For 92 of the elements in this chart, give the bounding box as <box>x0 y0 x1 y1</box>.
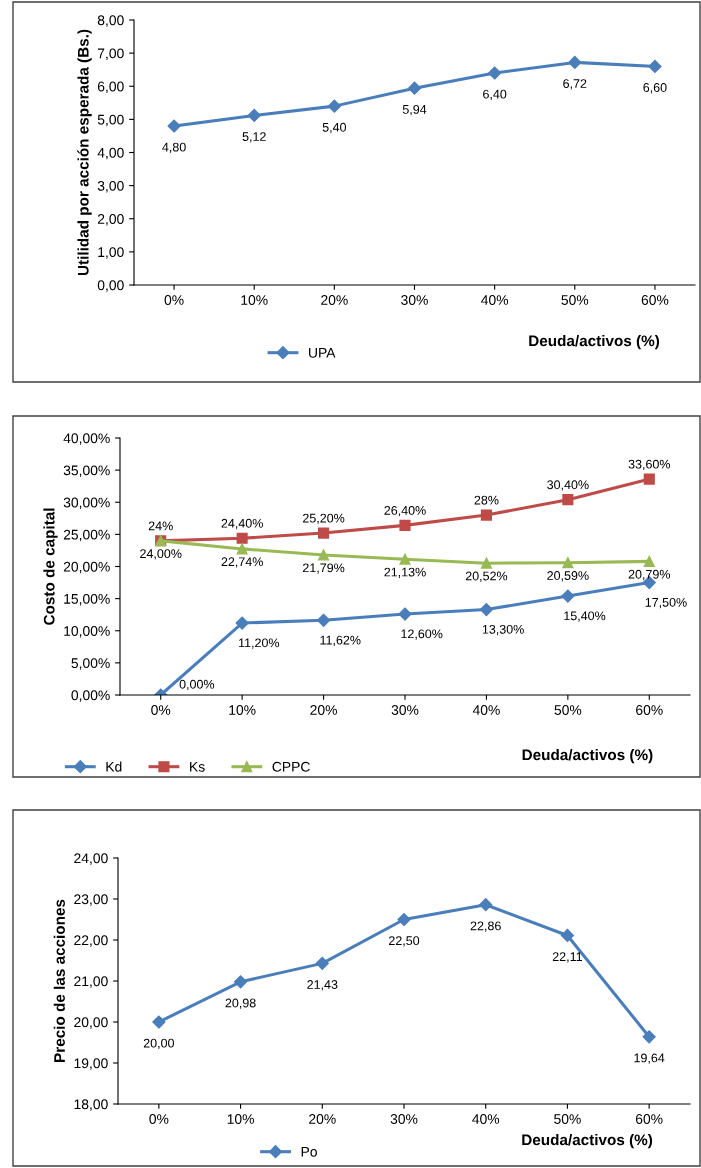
y-tick-label: 8,00 <box>97 15 124 27</box>
data-label: 15,40% <box>564 611 606 622</box>
data-label: 30,40% <box>547 480 589 491</box>
data-label: 26,40% <box>384 505 426 517</box>
x-tick-label: 30% <box>391 705 419 715</box>
y-tick-label: 20,00 <box>74 1017 108 1029</box>
x-tick-label: 60% <box>641 295 669 305</box>
y-tick-label: 24,00 <box>74 853 108 865</box>
data-label: 22,11 <box>552 952 582 963</box>
x-tick-label: 0% <box>164 295 184 305</box>
y-tick-label: 3,00 <box>97 180 124 193</box>
data-label: 28% <box>474 495 499 505</box>
y-tick-label: 40,00% <box>63 433 110 445</box>
x-tick-label: 60% <box>635 1114 663 1124</box>
data-label: 24,00% <box>140 549 182 560</box>
data-label: 20,59% <box>547 571 589 582</box>
y-tick-label: 20,00% <box>63 561 110 574</box>
data-label: 20,79% <box>628 569 671 581</box>
x-tick-label: 0% <box>149 1114 169 1124</box>
x-tick-label: 50% <box>554 705 582 715</box>
data-label: 24% <box>148 521 173 531</box>
data-label: 21,13% <box>384 567 426 578</box>
data-label: 6,72 <box>563 79 587 90</box>
data-label: 25,20% <box>303 513 345 525</box>
x-tick-label: 40% <box>472 1114 500 1124</box>
y-tick-label: 7,00 <box>97 48 124 60</box>
data-label: 5,94 <box>402 104 427 116</box>
x-axis-title: Deuda/activos (%) <box>529 335 660 350</box>
data-label: 12,60% <box>401 629 443 640</box>
x-tick-label: 50% <box>554 1114 581 1124</box>
y-tick-label: 21,00 <box>74 976 108 988</box>
data-label: 11,20% <box>239 638 280 649</box>
x-axis-title: Deuda/activos (%) <box>522 1134 653 1149</box>
x-tick-label: 40% <box>481 295 509 305</box>
data-label: 20,52% <box>465 571 508 582</box>
legend-label: Ks <box>190 762 205 772</box>
x-tick-label: 50% <box>561 295 589 305</box>
y-axis-title: Utilidad por acción esperada (Bs.) <box>77 29 92 276</box>
y-tick-label: 1,00 <box>98 247 124 259</box>
data-label: 11,62% <box>320 635 361 647</box>
y-tick-label: 35,00% <box>63 465 110 477</box>
y-tick-label: 23,00 <box>74 894 108 906</box>
data-label: 19,64 <box>634 1053 665 1064</box>
y-axis-title: Costo de capital <box>43 508 58 625</box>
y-tick-label: 0,00% <box>71 690 110 702</box>
x-tick-label: 0% <box>151 705 171 715</box>
data-label: 6,40 <box>483 89 507 101</box>
data-label: 20,00 <box>143 1038 175 1050</box>
y-tick-label: 30,00% <box>63 497 110 510</box>
y-tick-label: 5,00 <box>97 114 124 127</box>
data-label: 22,50 <box>388 936 420 947</box>
data-label: 22,74% <box>221 557 263 568</box>
x-tick-label: 40% <box>472 705 500 715</box>
x-axis-title: Deuda/activos (%) <box>522 749 653 764</box>
y-tick-label: 4,00 <box>97 147 124 160</box>
y-tick-label: 0,00 <box>97 280 124 292</box>
x-tick-label: 10% <box>227 1114 254 1124</box>
legend-label: Po <box>301 1147 317 1157</box>
data-label: 5,40 <box>322 122 347 134</box>
data-label: 4,80 <box>162 142 186 154</box>
data-label: 0,00% <box>179 679 215 691</box>
y-tick-label: 19,00 <box>74 1058 108 1070</box>
y-tick-label: 18,00 <box>74 1099 108 1111</box>
y-tick-label: 6,00 <box>97 81 124 94</box>
x-tick-label: 30% <box>390 1114 418 1124</box>
x-tick-label: 30% <box>401 295 428 305</box>
x-tick-label: 60% <box>636 705 663 715</box>
x-tick-label: 20% <box>310 705 337 715</box>
y-tick-label: 10,00% <box>64 626 110 638</box>
data-label: 33,60% <box>628 459 671 471</box>
data-label: 21,43 <box>307 980 338 991</box>
x-tick-label: 20% <box>309 1114 336 1124</box>
data-label: 22,86 <box>470 921 501 932</box>
x-tick-label: 20% <box>321 295 348 305</box>
y-tick-label: 2,00 <box>97 214 124 226</box>
data-label: 13,30% <box>482 624 524 636</box>
legend-label: Kd <box>106 761 122 772</box>
y-axis-title: Precio de las acciones <box>53 899 65 1062</box>
data-label: 6,60 <box>643 83 667 94</box>
legend-label: UPA <box>309 348 336 358</box>
data-label: 5,12 <box>242 132 266 143</box>
y-tick-label: 25,00% <box>63 529 110 542</box>
y-tick-label: 22,00 <box>74 935 108 947</box>
data-label: 17,50% <box>645 597 687 609</box>
y-tick-label: 5,00% <box>71 658 110 670</box>
data-label: 21,79% <box>303 563 345 574</box>
data-label: 20,98 <box>225 998 256 1009</box>
x-tick-label: 10% <box>229 705 256 715</box>
x-tick-label: 10% <box>241 295 268 305</box>
data-label: 24,40% <box>221 518 263 530</box>
y-tick-label: 15,00% <box>64 593 110 606</box>
legend-label: CPPC <box>272 761 310 772</box>
